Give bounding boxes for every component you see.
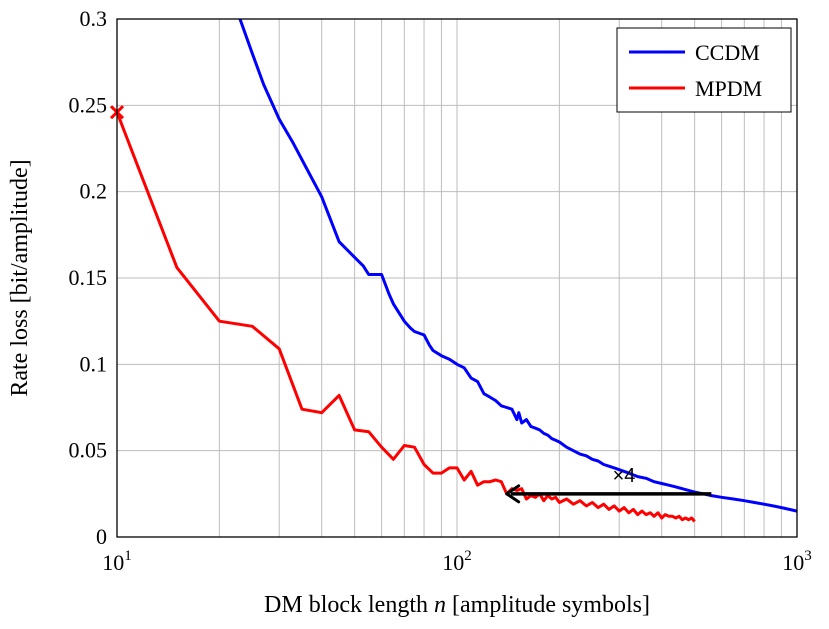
y-tick-label: 0.05 <box>69 438 108 463</box>
x-tick-label: 102 <box>442 548 472 575</box>
annotation-label: ×4 <box>613 465 636 487</box>
legend-label-mpdm: MPDM <box>695 76 762 101</box>
y-tick-label: 0.25 <box>69 92 108 117</box>
x-tick-label: 101 <box>102 548 132 575</box>
y-tick-label: 0.15 <box>69 265 108 290</box>
legend-box <box>616 27 792 113</box>
y-tick-label: 0.1 <box>80 351 108 376</box>
y-tick-label: 0.3 <box>80 6 108 31</box>
plot-frame <box>116 18 798 538</box>
x-axis-label: DM block length n [amplitude symbols] <box>264 592 650 618</box>
x-tick-label: 103 <box>782 548 812 575</box>
x-axis-label-tail: [amplitude symbols] <box>446 592 650 618</box>
y-tick-label: 0 <box>96 524 107 549</box>
legend: CCDM MPDM <box>616 27 792 113</box>
y-tick-label: 0.2 <box>80 179 108 204</box>
series-line-mpdm <box>115 111 696 523</box>
x-axis-label-variable: n <box>434 592 446 618</box>
y-axis-label: Rate loss [bit/amplitude] <box>7 159 33 396</box>
annotation-arrowhead <box>505 484 521 504</box>
tick-labels: 0 0.05 0.1 0.15 0.2 0.25 0.3 101 102 103 <box>69 6 812 575</box>
series-line-ccdm <box>238 18 798 513</box>
legend-label-ccdm: CCDM <box>695 40 760 65</box>
x-axis-label-main: DM block length <box>264 592 434 618</box>
annotation-layer: ×4 <box>505 465 712 504</box>
